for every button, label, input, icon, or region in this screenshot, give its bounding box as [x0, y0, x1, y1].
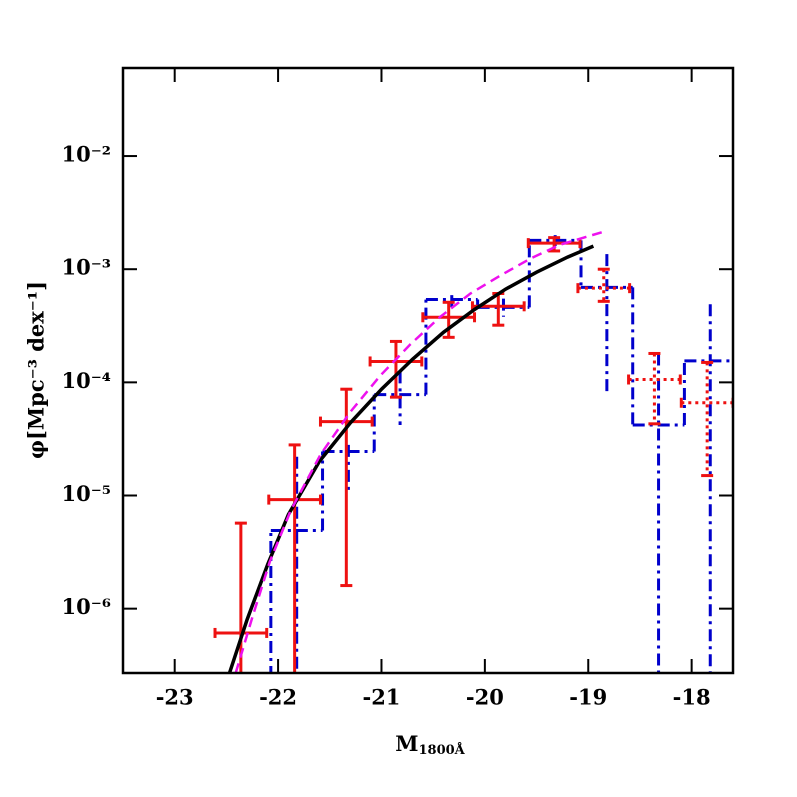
- x-label-subscript: 1800Å: [418, 742, 465, 758]
- x-tick-label: -21: [362, 685, 400, 710]
- y-tick-label: 10⁻⁵: [61, 481, 111, 506]
- x-tick-label: -23: [156, 685, 194, 710]
- model-curve: [234, 231, 603, 673]
- x-label-main: M: [395, 731, 418, 756]
- y-axis-label: φ[Mpc⁻³ dex⁻¹]: [24, 281, 49, 459]
- y-tick-label: 10⁻⁶: [61, 594, 111, 619]
- plot-area: [213, 231, 733, 673]
- model-curve: [227, 244, 595, 673]
- x-tick-label: -22: [259, 685, 297, 710]
- x-axis-label: M1800Å: [395, 731, 465, 758]
- x-tick-label: -19: [569, 685, 607, 710]
- x-tick-label: -20: [466, 685, 504, 710]
- y-tick-label: 10⁻⁴: [61, 368, 111, 393]
- plot-frame: [121, 66, 735, 675]
- x-tick-label: -18: [673, 685, 711, 710]
- y-tick-label: 10⁻²: [61, 142, 111, 167]
- y-tick-label: 10⁻³: [61, 255, 111, 280]
